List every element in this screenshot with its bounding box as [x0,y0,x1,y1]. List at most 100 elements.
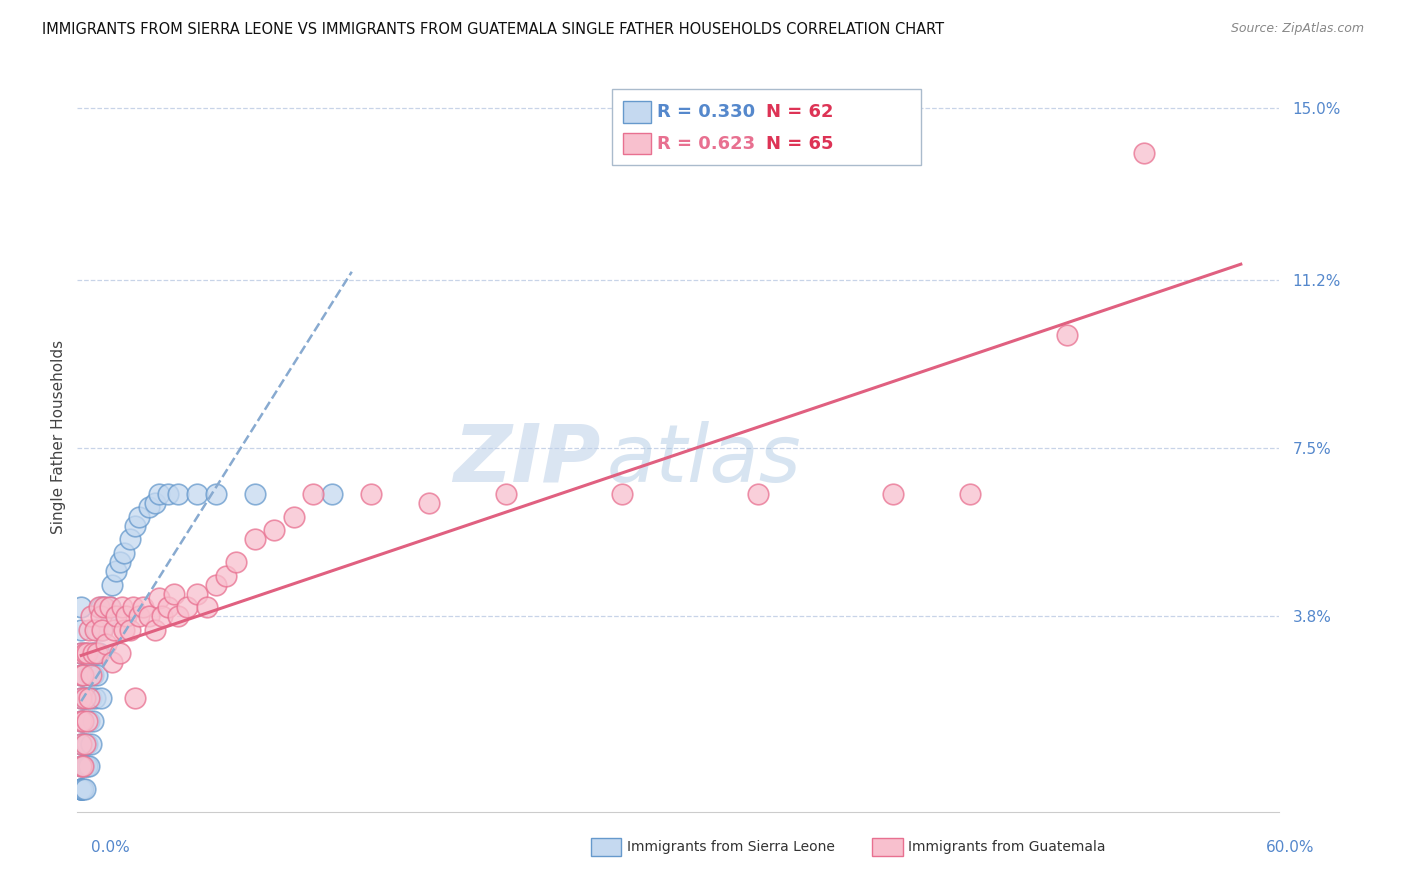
Point [418,496,440,510]
Point [150,609,173,624]
Point [195,600,218,615]
Point [205,577,228,591]
Point [747,487,769,501]
Point [86,668,108,682]
Text: 0.0%: 0.0% [91,840,131,855]
Point [82,646,104,660]
Point [77,759,100,773]
Point [83,646,105,660]
Point [76,737,98,751]
Point [76,691,98,706]
Point [89,691,111,706]
Point [70,691,93,706]
Point [89,609,111,624]
Point [70,600,93,615]
Point [108,646,131,660]
Point [70,737,93,751]
Point [93,600,115,615]
Point [205,487,228,501]
Point [612,487,634,501]
Point [96,637,118,651]
Point [70,646,93,660]
Point [89,600,111,615]
Point [495,487,517,501]
Point [118,623,141,637]
Point [163,587,186,601]
Text: Immigrants from Sierra Leone: Immigrants from Sierra Leone [627,840,835,855]
Point [83,623,105,637]
Point [122,600,145,615]
Point [104,564,127,578]
Point [283,509,305,524]
Point [82,714,104,728]
Point [91,623,114,637]
Point [70,646,93,660]
Point [70,714,93,728]
Point [70,668,93,682]
Point [143,496,166,510]
Point [70,759,93,773]
Point [104,609,127,624]
Point [186,487,208,501]
Point [83,691,105,706]
Text: R = 0.330: R = 0.330 [657,103,755,121]
Point [215,568,238,582]
Point [101,655,124,669]
Text: Immigrants from Guatemala: Immigrants from Guatemala [908,840,1105,855]
Point [72,737,94,751]
Point [148,591,170,606]
Point [132,600,155,615]
Point [72,668,94,682]
Point [70,623,93,637]
Point [101,577,124,591]
Point [302,487,325,501]
Point [80,646,103,660]
Point [124,518,146,533]
Point [148,487,170,501]
Point [882,487,904,501]
Text: atlas: atlas [606,420,801,499]
Point [72,782,94,797]
Text: ZIP: ZIP [453,420,600,499]
Point [128,609,150,624]
Point [82,668,104,682]
Point [225,555,247,569]
Point [124,691,146,706]
Point [70,759,93,773]
Point [87,646,110,660]
Point [86,623,108,637]
Point [138,609,160,624]
Point [72,759,94,773]
Point [70,782,93,797]
Text: N = 62: N = 62 [766,103,834,121]
Point [70,782,93,797]
Point [157,600,180,615]
Point [114,609,136,624]
Point [166,487,188,501]
Point [112,623,135,637]
Point [70,714,93,728]
Point [128,509,150,524]
Point [73,691,96,706]
Point [77,714,100,728]
Point [243,533,266,547]
Point [72,691,94,706]
Point [166,609,188,624]
Point [143,623,166,637]
Point [73,646,96,660]
Point [86,646,108,660]
Point [80,609,103,624]
Point [70,782,93,797]
Point [70,737,93,751]
Point [70,782,93,797]
Point [243,487,266,501]
Point [93,600,115,615]
Point [80,737,103,751]
Point [263,523,285,537]
Point [73,759,96,773]
Point [77,691,100,706]
Point [73,737,96,751]
Point [70,782,93,797]
Point [76,759,98,773]
Point [77,623,100,637]
